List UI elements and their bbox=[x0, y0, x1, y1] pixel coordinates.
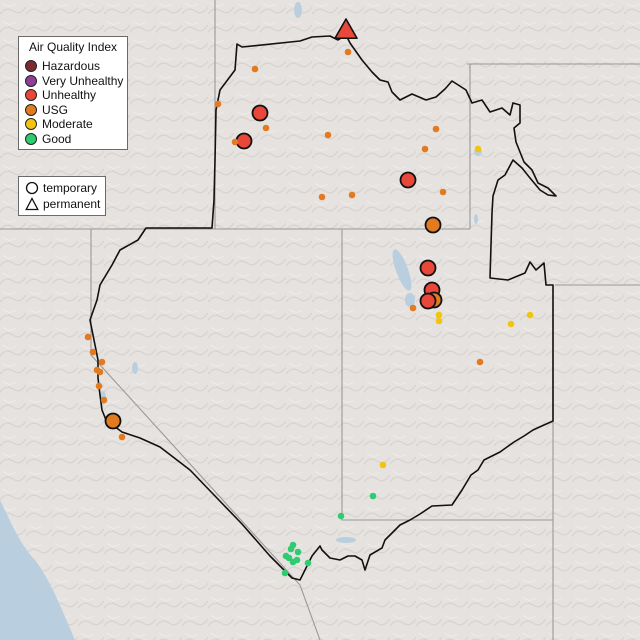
monitor-marker-usg[interactable] bbox=[100, 396, 108, 404]
legend-row-hazardous: Hazardous bbox=[25, 59, 100, 73]
monitor-marker-usg[interactable] bbox=[409, 304, 417, 312]
legend-label-temporary: temporary bbox=[43, 181, 98, 195]
aqi-legend-title: Air Quality Index bbox=[29, 40, 118, 54]
aqi-legend: Air Quality Index Hazardous Very Unhealth… bbox=[18, 36, 128, 150]
monitor-marker-usg[interactable] bbox=[93, 366, 101, 374]
utah-lake bbox=[405, 293, 415, 307]
legend-swatch-unhealthy bbox=[25, 89, 37, 101]
legend-label: USG bbox=[42, 102, 69, 117]
legend-row-good: Good bbox=[25, 132, 71, 146]
monitor-marker-good[interactable] bbox=[282, 552, 290, 560]
monitor-markers bbox=[84, 18, 534, 577]
legend-row-permanent: permanent bbox=[25, 197, 100, 211]
monitor-marker-moderate[interactable] bbox=[507, 320, 515, 328]
great-salt-lake bbox=[392, 249, 412, 291]
triangle-icon bbox=[25, 197, 39, 211]
monitor-marker-usg[interactable] bbox=[89, 348, 97, 356]
monitor-marker-usg[interactable] bbox=[476, 358, 484, 366]
monitor-marker-usg[interactable] bbox=[251, 65, 259, 73]
monitor-marker-good[interactable] bbox=[294, 548, 302, 556]
legend-row-unhealthy: Unhealthy bbox=[25, 88, 96, 102]
region-boundary bbox=[89, 34, 557, 581]
monitor-marker-usg[interactable] bbox=[231, 138, 239, 146]
ocean bbox=[0, 500, 75, 640]
monitor-marker-moderate[interactable] bbox=[379, 461, 387, 469]
monitor-marker-usg[interactable] bbox=[318, 193, 326, 201]
legend-swatch-very-unhealthy bbox=[25, 74, 37, 87]
monitor-marker-moderate[interactable] bbox=[435, 311, 443, 319]
monitor-marker-usg[interactable] bbox=[95, 382, 103, 390]
monitor-marker-usg[interactable] bbox=[344, 48, 352, 56]
monitor-marker-usg[interactable] bbox=[98, 358, 106, 366]
legend-swatch-good bbox=[25, 132, 37, 145]
monitor-type-legend: temporary permanent bbox=[18, 176, 106, 216]
monitor-marker-unhealthy[interactable] bbox=[419, 292, 437, 310]
monitor-marker-good[interactable] bbox=[337, 512, 345, 520]
monitor-marker-good[interactable] bbox=[293, 556, 301, 564]
monitor-marker-usg[interactable] bbox=[439, 188, 447, 196]
legend-row-usg: USG bbox=[25, 103, 68, 117]
monitor-marker-unhealthy[interactable] bbox=[419, 259, 437, 277]
monitor-marker-unhealthy[interactable] bbox=[251, 104, 269, 122]
legend-label-permanent: permanent bbox=[43, 197, 101, 211]
flathead-lake bbox=[294, 2, 302, 18]
monitor-marker-usg[interactable] bbox=[104, 412, 122, 430]
legend-label: Very Unhealthy bbox=[42, 73, 124, 88]
circle-icon bbox=[25, 181, 39, 195]
legend-swatch-moderate bbox=[25, 118, 37, 130]
bear-lake bbox=[474, 214, 478, 224]
legend-row-very-unhealthy: Very Unhealthy bbox=[25, 74, 123, 88]
legend-swatch-hazardous bbox=[25, 60, 37, 72]
monitor-marker-usg[interactable] bbox=[421, 145, 429, 153]
monitor-marker-unhealthy[interactable] bbox=[334, 18, 358, 40]
monitor-marker-moderate[interactable] bbox=[526, 311, 534, 319]
monitor-marker-unhealthy[interactable] bbox=[235, 132, 253, 150]
legend-row-moderate: Moderate bbox=[25, 117, 93, 131]
monitor-marker-moderate[interactable] bbox=[474, 145, 482, 153]
lake-pyramid bbox=[132, 362, 138, 374]
legend-row-temporary: temporary bbox=[25, 181, 97, 195]
monitor-marker-usg[interactable] bbox=[262, 124, 270, 132]
monitor-marker-unhealthy[interactable] bbox=[399, 171, 417, 189]
legend-label: Hazardous bbox=[42, 59, 101, 73]
monitor-marker-usg[interactable] bbox=[348, 191, 356, 199]
monitor-marker-good[interactable] bbox=[281, 569, 289, 577]
monitor-marker-usg[interactable] bbox=[424, 216, 442, 234]
lake-mead bbox=[336, 537, 356, 543]
monitor-marker-good[interactable] bbox=[369, 492, 377, 500]
legend-label: Unhealthy bbox=[42, 88, 97, 102]
monitor-marker-usg[interactable] bbox=[324, 131, 332, 139]
monitor-marker-usg[interactable] bbox=[84, 333, 92, 341]
monitor-marker-good[interactable] bbox=[289, 541, 297, 549]
legend-swatch-usg bbox=[25, 103, 37, 116]
monitor-marker-usg[interactable] bbox=[214, 100, 222, 108]
monitor-marker-good[interactable] bbox=[304, 559, 312, 567]
monitor-marker-usg[interactable] bbox=[432, 125, 440, 133]
legend-label: Moderate bbox=[42, 117, 93, 131]
monitor-marker-usg[interactable] bbox=[118, 433, 126, 441]
legend-label: Good bbox=[42, 131, 72, 146]
monitor-marker-moderate[interactable] bbox=[435, 317, 443, 325]
